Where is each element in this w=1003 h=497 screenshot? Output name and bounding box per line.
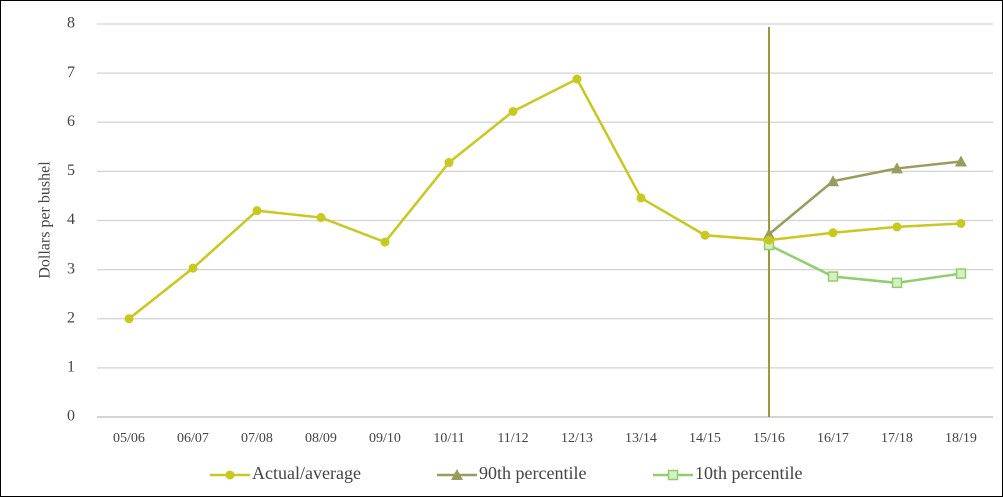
series-line (128, 77, 962, 320)
x-tick-label: 16/17 (817, 431, 849, 446)
x-tick-label: 14/15 (689, 431, 721, 446)
y-tick-label: 8 (67, 15, 75, 32)
y-tick-label: 1 (67, 359, 75, 376)
legend-label: Actual/average (252, 463, 361, 483)
point (316, 213, 326, 223)
point (827, 175, 839, 187)
point (508, 106, 518, 116)
x-tick-label: 08/09 (305, 431, 337, 446)
point (444, 158, 454, 168)
point (828, 228, 838, 238)
x-tick-label: 12/13 (561, 431, 593, 446)
point (891, 277, 903, 289)
point (764, 235, 774, 245)
point (636, 193, 646, 203)
legend-label: 90th percentile (479, 463, 586, 483)
series-line (768, 243, 962, 285)
series-line (768, 160, 962, 236)
point (188, 263, 198, 273)
x-tick-label: 09/10 (369, 431, 401, 446)
point (892, 222, 902, 232)
x-tick-label: 15/16 (753, 431, 785, 446)
x-tick-label: 07/08 (241, 431, 273, 446)
point (667, 469, 679, 481)
point (700, 230, 710, 240)
y-tick-label: 5 (67, 162, 75, 179)
x-tick-label: 10/11 (433, 431, 464, 446)
point (955, 155, 967, 167)
legend-label: 10th percentile (695, 463, 802, 483)
point (763, 228, 775, 240)
point (955, 268, 967, 279)
point (572, 74, 582, 84)
point (380, 237, 390, 247)
x-tick-label: 13/14 (625, 431, 657, 446)
y-tick-label: 7 (67, 64, 75, 81)
y-tick-label: 0 (67, 408, 75, 425)
point (451, 469, 463, 480)
y-tick-label: 6 (67, 113, 75, 130)
y-tick-label: 2 (67, 309, 75, 326)
point (252, 206, 262, 216)
point (956, 218, 966, 228)
x-tick-label: 11/12 (497, 431, 528, 446)
x-tick-label: 06/07 (177, 431, 209, 446)
point (827, 271, 839, 282)
point (225, 470, 235, 480)
y-tick-label: 4 (67, 211, 75, 228)
x-tick-label: 18/19 (945, 431, 977, 446)
y-axis-label: Dollars per bushel (37, 161, 54, 279)
point (891, 162, 903, 174)
y-tick-label: 3 (67, 260, 75, 277)
point (124, 314, 134, 324)
x-tick-label: 17/18 (881, 431, 913, 446)
x-tick-label: 05/06 (113, 431, 145, 446)
